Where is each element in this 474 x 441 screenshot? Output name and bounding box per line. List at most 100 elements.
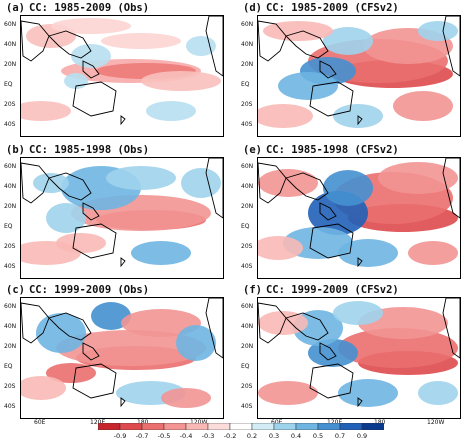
coastline	[82, 202, 100, 221]
panel-title-text: CC: 1985-1998 (Obs)	[28, 144, 150, 156]
lat-label: 20S	[241, 383, 253, 390]
correlation-blob	[101, 33, 181, 49]
colorbar-segment	[251, 423, 275, 430]
colorbar-tick-label: 0.7	[334, 432, 346, 440]
map-panel: (f) CC: 1999-2009 (CFSv2) 60N 40N 20N EQ 20S 40…	[241, 282, 474, 426]
coastline	[72, 81, 117, 117]
panel-tag: (c)	[6, 284, 25, 296]
lat-label: 40S	[4, 403, 16, 410]
panel-title: (f) CC: 1999-2009 (CFSv2)	[243, 284, 399, 296]
coastline	[319, 342, 337, 361]
coastline	[309, 81, 354, 117]
coastline	[357, 257, 363, 268]
coastline	[120, 115, 126, 126]
correlation-blob	[46, 363, 96, 383]
coastline	[258, 20, 287, 62]
panel-title: (b) CC: 1985-1998 (Obs)	[6, 144, 149, 156]
lat-label: 40N	[241, 183, 254, 190]
coastline	[21, 20, 50, 62]
panel-title-text: CC: 1999-2009 (Obs)	[28, 284, 150, 296]
colorbar-segment	[141, 423, 165, 430]
lat-label: 60N	[241, 303, 254, 310]
correlation-blob	[51, 18, 131, 34]
lat-label: EQ	[241, 363, 250, 370]
lat-label: 20N	[241, 343, 254, 350]
lon-label: 180	[137, 419, 149, 426]
correlation-blob	[258, 236, 303, 260]
colorbar-segment	[163, 423, 187, 430]
correlation-blob	[378, 162, 458, 194]
lat-label: 20S	[241, 101, 253, 108]
lat-label: 40N	[241, 323, 254, 330]
lat-label: 60N	[241, 21, 254, 28]
lat-label: 40S	[4, 121, 16, 128]
colorbar-tick-label: 0.2	[246, 432, 258, 440]
correlation-blob	[323, 170, 373, 206]
colorbar-segment	[229, 423, 253, 430]
coastline	[82, 60, 100, 79]
coastline	[309, 223, 354, 259]
coastline	[258, 162, 287, 204]
correlation-blob	[146, 101, 196, 121]
lon-label: 120W	[190, 419, 208, 426]
lat-label: EQ	[241, 223, 250, 230]
map-panel: (e) CC: 1985-1998 (CFSv2) 60N 40N 20N EQ 20S 40…	[241, 142, 474, 282]
correlation-blob	[408, 241, 458, 265]
correlation-blob	[21, 376, 66, 400]
correlation-map	[257, 297, 461, 419]
lon-label: 180	[374, 419, 386, 426]
coastline	[205, 158, 223, 219]
map-panel: (b) CC: 1985-1998 (Obs) 60N 40N 20N EQ 20S 40S	[4, 142, 242, 282]
lat-label: 20N	[241, 61, 254, 68]
correlation-blob	[258, 311, 308, 335]
lat-label: 20S	[4, 101, 16, 108]
lat-label: 20N	[4, 61, 17, 68]
coastline	[120, 397, 126, 408]
panel-title: (d) CC: 1985-2009 (CFSv2)	[243, 2, 399, 14]
coastline	[48, 172, 92, 201]
correlation-blob	[278, 72, 338, 100]
correlation-blob	[418, 381, 458, 405]
colorbar-segment	[98, 423, 121, 430]
lat-label: EQ	[4, 81, 13, 88]
lat-label: 20S	[241, 243, 253, 250]
correlation-blob	[141, 71, 221, 91]
correlation-map	[20, 15, 224, 137]
map-panel: (a) CC: 1985-2009 (Obs) 60N 40N 20N EQ 20S 40S	[4, 0, 242, 140]
lat-label: 40S	[4, 263, 16, 270]
colorbar-tick-label: -0.7	[135, 432, 149, 440]
lat-label: 60N	[241, 163, 254, 170]
correlation-blob	[56, 233, 106, 253]
colorbar-tick-label: -0.2	[223, 432, 237, 440]
correlation-blob	[338, 239, 398, 267]
panel-tag: (d)	[243, 2, 262, 14]
correlation-blob	[338, 379, 398, 407]
coastline	[442, 298, 460, 359]
panel-tag: (a)	[6, 2, 25, 14]
lat-label: 40N	[4, 323, 17, 330]
correlation-blob	[71, 44, 111, 68]
colorbar-tick-label: -0.9	[113, 432, 127, 440]
coastline	[72, 223, 117, 259]
coastline	[442, 16, 460, 77]
panel-title-text: CC: 1999-2009 (CFSv2)	[265, 284, 399, 296]
panel-title: (a) CC: 1985-2009 (Obs)	[6, 2, 149, 14]
coastline	[21, 162, 50, 204]
lat-label: 20N	[4, 343, 17, 350]
lat-label: 20N	[241, 203, 254, 210]
colorbar-tick-label: 0.9	[356, 432, 368, 440]
colorbar-tick-label: 0.3	[268, 432, 280, 440]
coastline	[82, 342, 100, 361]
correlation-map	[257, 157, 461, 279]
lat-label: 20N	[4, 203, 17, 210]
lat-label: 40S	[241, 121, 253, 128]
coastline	[442, 158, 460, 219]
correlation-blob	[56, 330, 206, 366]
correlation-blob	[338, 328, 458, 368]
colorbar-segment	[295, 423, 319, 430]
correlation-blob	[258, 381, 318, 405]
colorbar-tick-label: -0.3	[201, 432, 215, 440]
panel-title: (e) CC: 1985-1998 (CFSv2)	[243, 144, 399, 156]
panel-title-text: CC: 1985-2009 (Obs)	[28, 2, 150, 14]
correlation-blob	[36, 313, 86, 353]
